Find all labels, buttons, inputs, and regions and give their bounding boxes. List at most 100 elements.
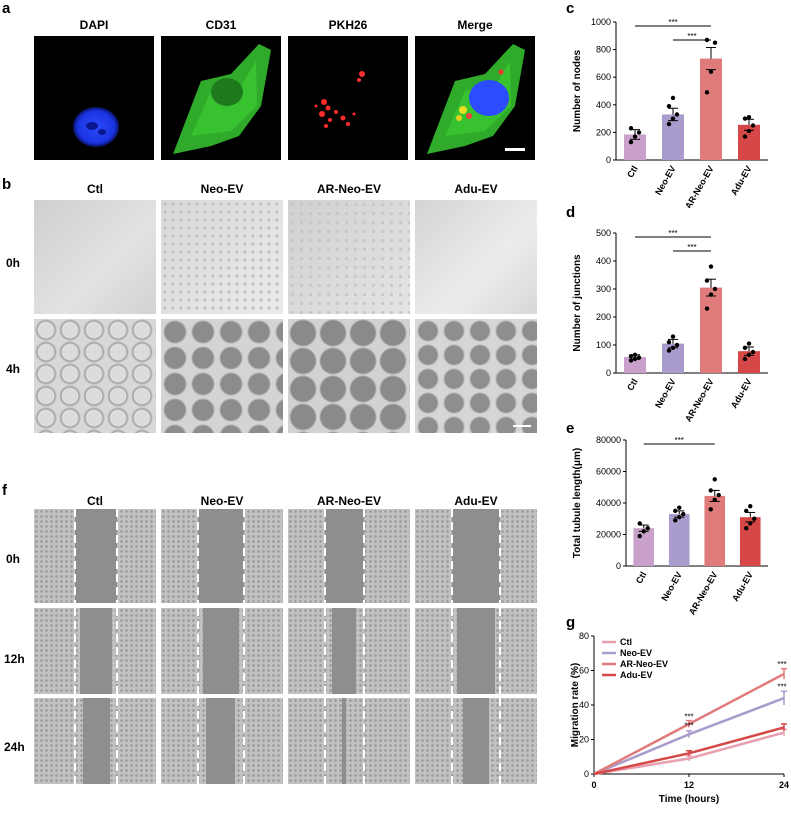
group-title-ar-neo-ev: AR-Neo-EV <box>316 182 381 196</box>
wound-edge-line <box>450 698 453 784</box>
x-tick-label: Neo-EV <box>659 570 684 603</box>
significance-label: *** <box>684 721 693 730</box>
data-point <box>628 139 634 145</box>
data-point <box>708 292 714 297</box>
wound-edge-line <box>242 608 245 694</box>
group-title-neo-ev: Neo-EV <box>200 182 244 196</box>
data-point <box>666 103 672 109</box>
scale-bar <box>513 425 531 427</box>
image-merge <box>415 36 535 160</box>
y-axis-label: Number of nodes <box>572 49 583 132</box>
wound-edge-line <box>115 509 118 603</box>
data-point <box>746 352 752 357</box>
wound-edge-line <box>450 608 453 694</box>
wound-edge-line <box>196 608 199 694</box>
data-point <box>742 134 748 139</box>
channel-title-pkh26: PKH26 <box>328 18 368 32</box>
group-title-adu-ev: Adu-EV <box>454 494 498 508</box>
data-point <box>628 126 634 131</box>
data-point <box>746 341 752 346</box>
y-tick-label: 100 <box>596 340 611 350</box>
y-tick-label: 1000 <box>591 17 611 27</box>
y-tick-label: 500 <box>596 228 611 238</box>
wound-gap <box>202 608 239 694</box>
bar <box>737 351 761 373</box>
data-point <box>712 286 718 292</box>
significance-label: *** <box>675 436 684 445</box>
y-tick-label: 80 <box>579 631 589 641</box>
image-wound <box>161 608 283 694</box>
y-tick-label: 400 <box>596 256 611 266</box>
x-tick-label: Adu-EV <box>729 377 754 410</box>
significance-label: *** <box>777 660 786 669</box>
x-tick-label: Ctl <box>625 377 640 392</box>
data-point <box>673 508 678 514</box>
y-tick-label: 40000 <box>596 498 621 508</box>
wound-edge-line <box>74 698 77 784</box>
data-point <box>712 40 718 45</box>
y-tick-label: 0 <box>606 155 611 165</box>
image-wound <box>34 608 156 694</box>
data-point <box>637 533 642 539</box>
image-wound <box>161 509 283 603</box>
y-tick-label: 0 <box>584 769 589 779</box>
data-point <box>744 508 749 514</box>
data-point <box>636 130 642 135</box>
legend-label: Ctl <box>620 637 632 647</box>
y-tick-label: 200 <box>596 127 611 137</box>
data-point <box>666 340 672 345</box>
pkh26-puncta <box>314 71 365 128</box>
wound-edge-line <box>196 698 199 784</box>
x-axis-label: Time (hours) <box>659 794 719 805</box>
y-tick-label: 800 <box>596 45 611 55</box>
wound-gap <box>342 698 347 784</box>
data-point <box>742 345 748 350</box>
data-point <box>742 116 748 121</box>
x-tick-label: AR-Neo-EV <box>683 377 716 422</box>
panel-letter-f: f <box>2 482 7 499</box>
image-tube-neo-ev-4h <box>161 319 283 433</box>
image-wound <box>288 509 410 603</box>
bar <box>661 114 685 160</box>
data-point <box>716 492 721 498</box>
x-tick-label: 0 <box>591 780 596 790</box>
data-point <box>742 356 748 362</box>
data-point <box>708 488 713 493</box>
data-point <box>674 112 680 117</box>
data-point <box>750 349 756 355</box>
data-point <box>670 95 676 101</box>
data-point <box>666 121 672 127</box>
data-point <box>712 477 717 482</box>
x-tick-label: Ctl <box>634 570 649 585</box>
data-point <box>670 345 676 350</box>
data-point <box>637 521 642 526</box>
dapi-nucleus <box>73 107 119 147</box>
image-wound <box>34 509 156 603</box>
y-tick-label: 200 <box>596 312 611 322</box>
wound-gap <box>206 698 236 784</box>
panel-letter-g: g <box>566 614 576 631</box>
wound-edge-line <box>115 698 118 784</box>
panel-letter-c: c <box>566 0 575 17</box>
data-point <box>670 116 676 121</box>
image-wound <box>161 698 283 784</box>
cd31-cell <box>173 44 271 154</box>
row-label-4h: 4h <box>6 362 21 376</box>
significance-label: *** <box>668 229 677 238</box>
scale-bar <box>505 148 525 151</box>
significance-label: *** <box>668 18 677 27</box>
image-tube-ar-neo-ev-4h <box>288 319 410 433</box>
merge-overlay <box>427 44 525 154</box>
data-point <box>748 503 753 509</box>
image-wound <box>288 608 410 694</box>
data-point <box>641 529 646 534</box>
bar <box>699 58 723 160</box>
data-point <box>666 348 672 353</box>
data-point <box>681 511 686 517</box>
image-pkh26 <box>288 36 408 160</box>
x-tick-label: 24 <box>779 780 789 790</box>
legend-label: Neo-EV <box>620 648 652 658</box>
x-tick-label: Adu-EV <box>729 164 754 197</box>
image-wound <box>415 608 537 694</box>
wound-edge-line <box>74 509 77 603</box>
